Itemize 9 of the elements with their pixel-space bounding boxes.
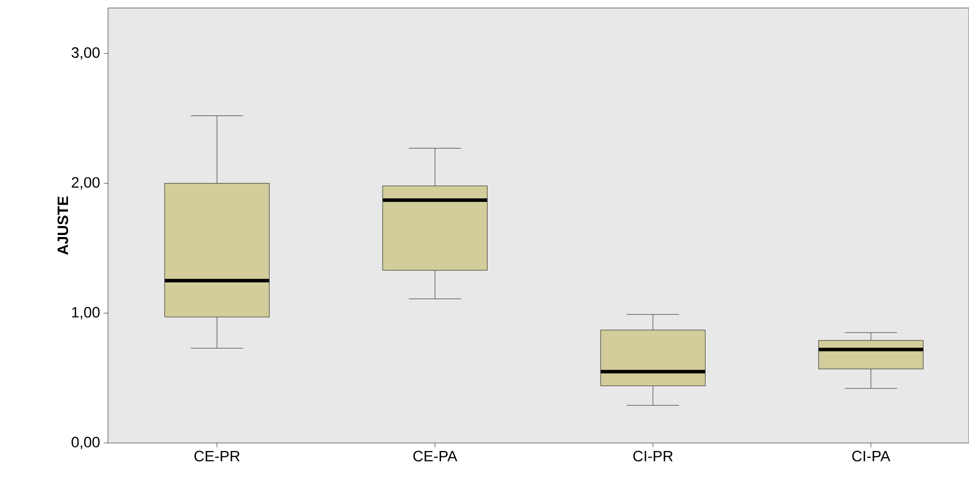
x-tick-label: CI-PR <box>633 450 673 462</box>
x-tick-label: CE-PR <box>194 450 240 462</box>
x-tick-label: CI-PA <box>852 450 890 462</box>
y-axis-title: AJUSTE <box>58 196 68 255</box>
y-tick-label: 3,00 <box>72 47 100 60</box>
y-tick-label: 0,00 <box>72 436 100 450</box>
y-tick-label: 1,00 <box>72 306 100 320</box>
x-tick-label: CE-PA <box>413 450 458 462</box>
y-tick-label: 2,00 <box>72 177 100 190</box>
